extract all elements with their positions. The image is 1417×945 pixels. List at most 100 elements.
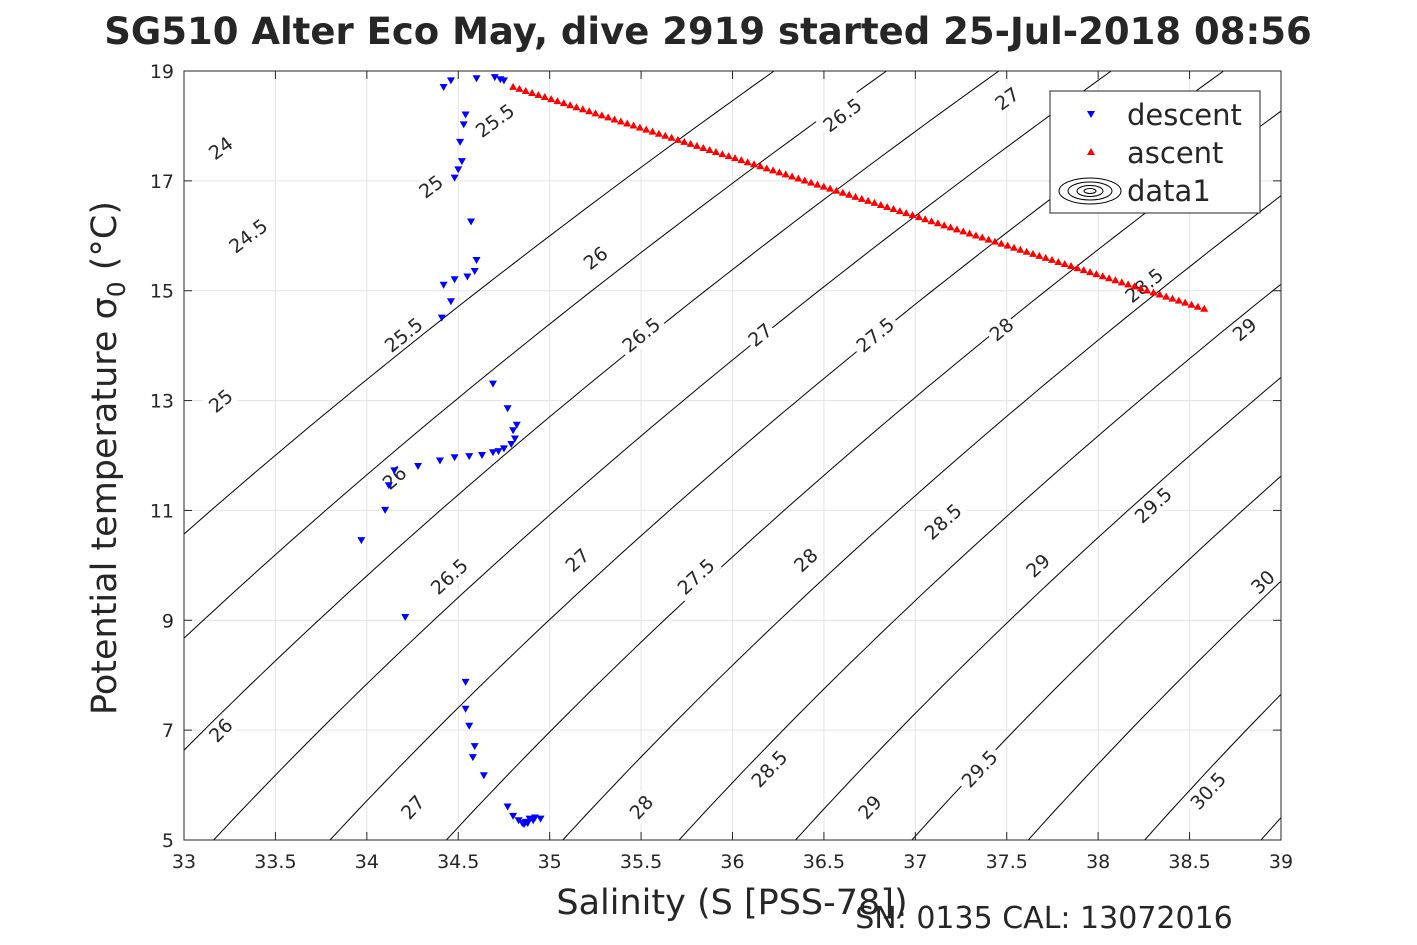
- descent-point: [503, 803, 512, 811]
- ascent-point: [845, 190, 854, 198]
- ascent-point: [1079, 266, 1088, 274]
- density-contour-28: [794, 376, 1281, 840]
- ascent-point: [1086, 268, 1095, 276]
- x-tick-label: 37: [903, 851, 927, 873]
- ascent-point: [908, 211, 917, 219]
- contour-label-background: [916, 496, 969, 547]
- contour-label-background: [787, 542, 824, 578]
- y-tick-label: 17: [150, 171, 174, 193]
- contour-label-background: [376, 460, 413, 495]
- descent-point: [446, 298, 455, 306]
- descent-point: [435, 457, 444, 465]
- ascent-point: [743, 158, 752, 166]
- contour-label-background: [1244, 564, 1281, 600]
- descent-point: [454, 166, 463, 174]
- ascent-point: [737, 156, 746, 164]
- descent-point: [439, 83, 448, 91]
- ascent-point: [572, 103, 581, 111]
- ascent-point: [1136, 284, 1145, 292]
- descent-point: [450, 174, 459, 182]
- descent-point: [479, 772, 488, 780]
- ascent-point: [604, 113, 613, 121]
- x-tick-label: 36: [720, 851, 744, 873]
- descent-point: [509, 812, 518, 820]
- legend-descent-label: descent: [1127, 98, 1242, 132]
- contour-label-background: [394, 789, 431, 825]
- descent-point: [439, 281, 448, 289]
- descent-point: [456, 138, 465, 146]
- ascent-point: [1054, 257, 1063, 265]
- ascent-point: [940, 221, 949, 229]
- density-contour-24.5: [184, 71, 888, 639]
- descent-point: [470, 743, 479, 751]
- x-tick-label: 33: [172, 851, 196, 873]
- y-tick-label: 19: [150, 61, 174, 83]
- ascent-point: [654, 129, 663, 137]
- descent-point: [450, 276, 459, 284]
- ascent-point: [1041, 253, 1050, 261]
- contour-label-background: [1182, 764, 1233, 817]
- descent-point: [459, 121, 468, 129]
- x-tick-label: 33.5: [254, 851, 296, 873]
- legend: descent ascent data1: [1049, 90, 1261, 214]
- x-tick-label: 37.5: [986, 851, 1028, 873]
- ascent-point: [692, 141, 701, 149]
- ascent-point: [965, 229, 974, 237]
- descent-point: [390, 467, 399, 475]
- density-contour-25: [184, 71, 1000, 751]
- ascent-point: [921, 215, 930, 223]
- y-tick-label: 11: [150, 500, 174, 522]
- density-contour-25.5: [212, 71, 1113, 840]
- ascent-point: [1168, 294, 1177, 302]
- contour-label-background: [623, 789, 659, 825]
- ascent-point: [731, 154, 740, 162]
- ascent-point: [661, 131, 670, 139]
- y-axis-label-main: Potential temperature σ: [85, 297, 125, 715]
- contour-label-background: [221, 211, 275, 260]
- ascent-point: [578, 105, 587, 113]
- ascent-point: [1111, 276, 1120, 284]
- ascent-point: [1048, 255, 1057, 263]
- ascent-point: [769, 166, 778, 174]
- ascent-point: [667, 133, 676, 141]
- y-axis-ticks: 5 7 9 11 13 15 17 19: [150, 61, 1281, 852]
- ascent-point: [933, 219, 942, 227]
- x-tick-label: 39: [1269, 851, 1293, 873]
- descent-point: [536, 815, 545, 823]
- x-tick-label: 34: [355, 851, 379, 873]
- ascent-point: [990, 237, 999, 245]
- descent-point: [529, 817, 538, 825]
- descent-point: [437, 314, 446, 322]
- descent-point: [450, 454, 459, 462]
- ascent-point: [1149, 288, 1158, 296]
- y-axis-label: Potential temperature σ0 (°C): [85, 201, 131, 715]
- ascent-point: [838, 188, 847, 196]
- ascent-point: [1124, 280, 1133, 288]
- ascent-point: [1187, 300, 1196, 308]
- ascent-point: [889, 205, 898, 213]
- ascent-point: [699, 143, 708, 151]
- y-tick-label: 9: [162, 610, 174, 632]
- ascent-point: [851, 192, 860, 200]
- density-contour-27.5: [678, 283, 1281, 840]
- ascent-point: [553, 97, 562, 105]
- ascent-point: [914, 213, 923, 221]
- ascent-point: [648, 127, 657, 135]
- contour-label-background: [468, 96, 522, 145]
- ascent-point: [1181, 298, 1190, 306]
- descent-point: [461, 111, 470, 119]
- contour-label-background: [377, 310, 430, 359]
- ascent-point: [642, 125, 651, 133]
- contour-label-background: [670, 551, 722, 602]
- descent-point: [499, 445, 508, 453]
- descent-point: [457, 158, 466, 166]
- descent-point: [461, 705, 470, 713]
- ascent-point: [1162, 292, 1171, 300]
- ascent-point: [1200, 304, 1209, 312]
- descent-point: [523, 820, 532, 828]
- descent-point: [463, 273, 472, 281]
- density-contour-24: [184, 71, 775, 535]
- contour-label-background: [202, 130, 239, 166]
- density-contour-29: [1027, 580, 1281, 840]
